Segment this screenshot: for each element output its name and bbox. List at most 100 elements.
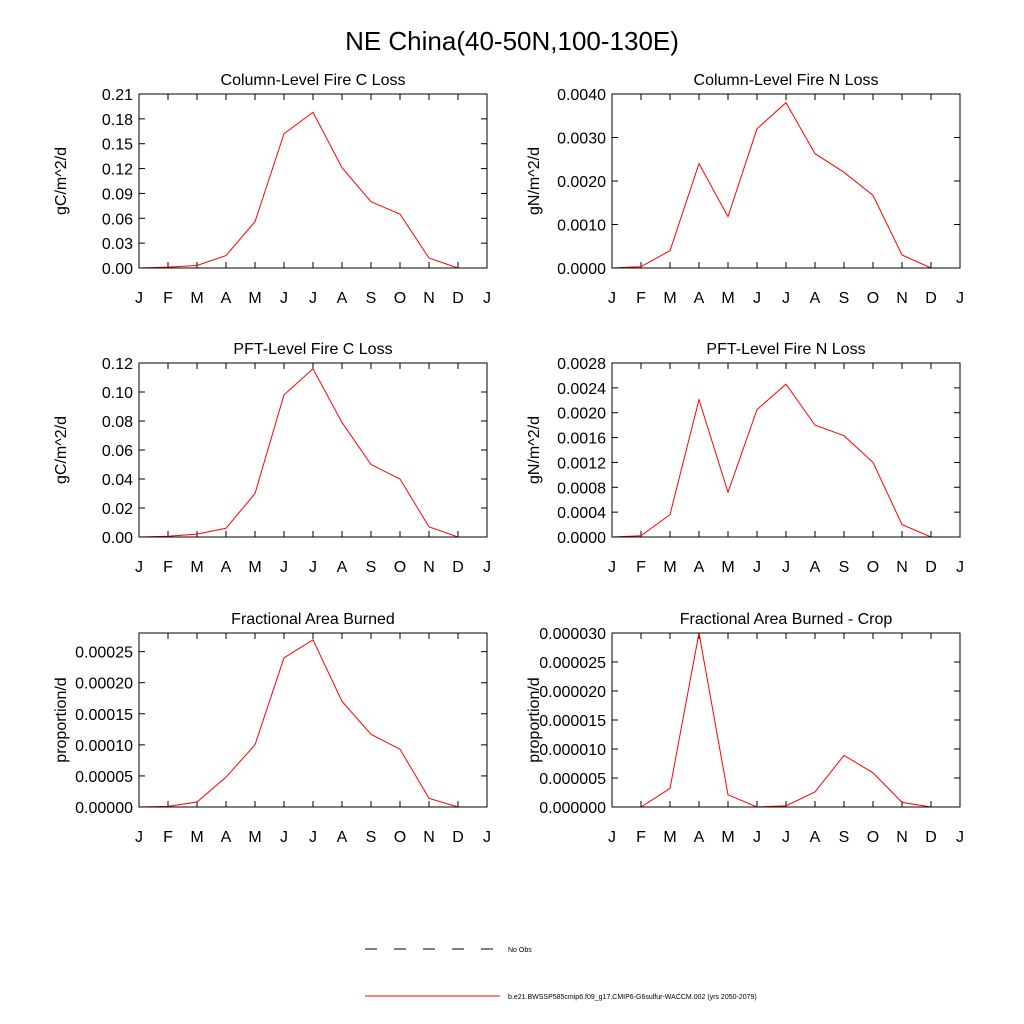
y-tick-label: 0.04 xyxy=(102,472,133,489)
y-tick-label: 0.0010 xyxy=(557,218,606,235)
data-line xyxy=(612,632,960,808)
x-tick-label: J xyxy=(608,290,616,307)
x-tick-label: N xyxy=(423,829,435,846)
x-tick-label: M xyxy=(721,559,734,576)
y-tick-label: 0.08 xyxy=(102,414,133,431)
x-tick-label: N xyxy=(896,559,908,576)
x-tick-label: J xyxy=(782,559,790,576)
y-tick-label: 0.000020 xyxy=(539,684,606,701)
x-tick-label: A xyxy=(694,829,705,846)
x-tick-label: A xyxy=(337,559,348,576)
panel-title: PFT-Level Fire N Loss xyxy=(706,341,865,358)
x-tick-label: M xyxy=(248,829,261,846)
y-tick-label: 0.000000 xyxy=(539,800,606,817)
y-tick-label: 0.21 xyxy=(102,87,133,104)
x-tick-label: J xyxy=(753,559,761,576)
plot-frame xyxy=(138,93,488,269)
x-tick-label: J xyxy=(309,829,317,846)
y-tick-label: 0.00020 xyxy=(75,676,133,693)
legend-label: No Obs xyxy=(508,947,532,954)
x-tick-label: A xyxy=(810,829,821,846)
y-axis-label: proportion/d xyxy=(53,677,70,762)
panel-title: Fractional Area Burned - Crop xyxy=(680,611,893,628)
y-tick-label: 0.0028 xyxy=(557,356,606,373)
plot-frame xyxy=(611,93,961,269)
figure-title: NE China(40-50N,100-130E) xyxy=(345,26,679,56)
y-tick-label: 0.12 xyxy=(102,356,133,373)
x-tick-label: M xyxy=(248,290,261,307)
y-axis-label: gN/m^2/d xyxy=(526,147,543,215)
y-tick-label: 0.00015 xyxy=(75,707,133,724)
x-tick-label: F xyxy=(163,559,173,576)
y-tick-label: 0.00 xyxy=(102,530,133,547)
x-tick-label: D xyxy=(452,290,464,307)
x-tick-label: J xyxy=(956,290,964,307)
y-tick-label: 0.000015 xyxy=(539,713,606,730)
y-tick-label: 0.0030 xyxy=(557,131,606,148)
x-tick-label: J xyxy=(483,559,491,576)
y-tick-label: 0.0012 xyxy=(557,455,606,472)
x-tick-label: A xyxy=(221,829,232,846)
x-tick-label: F xyxy=(163,290,173,307)
y-tick-label: 0.0024 xyxy=(557,381,606,398)
x-tick-label: N xyxy=(423,290,435,307)
y-tick-label: 0.0000 xyxy=(557,261,606,278)
x-tick-label: A xyxy=(337,829,348,846)
y-tick-label: 0.00 xyxy=(102,261,133,278)
y-tick-label: 0.0020 xyxy=(557,406,606,423)
y-axis-label: gC/m^2/d xyxy=(53,147,70,215)
x-tick-label: O xyxy=(394,290,406,307)
x-tick-label: D xyxy=(452,559,464,576)
x-tick-label: N xyxy=(896,829,908,846)
data-line xyxy=(138,639,487,808)
x-tick-label: M xyxy=(721,829,734,846)
x-tick-label: A xyxy=(221,290,232,307)
x-tick-label: O xyxy=(867,290,879,307)
y-tick-label: 0.0016 xyxy=(557,431,606,448)
panel-title: Column-Level Fire N Loss xyxy=(694,72,879,89)
x-tick-label: D xyxy=(452,829,464,846)
x-tick-label: J xyxy=(135,829,143,846)
x-tick-label: S xyxy=(839,559,850,576)
data-line xyxy=(138,111,487,269)
y-tick-label: 0.0040 xyxy=(557,87,606,104)
x-tick-label: D xyxy=(925,290,937,307)
x-tick-label: J xyxy=(753,290,761,307)
x-tick-label: F xyxy=(636,559,646,576)
x-tick-label: M xyxy=(190,290,203,307)
x-tick-label: F xyxy=(636,290,646,307)
x-tick-label: S xyxy=(839,290,850,307)
y-tick-label: 0.000010 xyxy=(539,742,606,759)
plot-frame xyxy=(611,362,961,538)
x-tick-label: S xyxy=(366,290,377,307)
x-tick-label: F xyxy=(163,829,173,846)
y-tick-label: 0.00005 xyxy=(75,769,133,786)
y-tick-label: 0.000025 xyxy=(539,655,606,672)
data-line xyxy=(611,383,960,538)
legend-label: b.e21.BWSSP585cmip6.f09_g17.CMIP6-G6sulf… xyxy=(508,994,757,1001)
y-tick-label: 0.0000 xyxy=(557,530,606,547)
x-tick-label: S xyxy=(839,829,850,846)
plot-frame xyxy=(138,362,488,538)
x-tick-label: M xyxy=(663,290,676,307)
x-tick-label: J xyxy=(956,829,964,846)
y-tick-label: 0.06 xyxy=(102,443,133,460)
y-tick-label: 0.15 xyxy=(102,137,133,154)
x-tick-label: A xyxy=(694,290,705,307)
x-tick-label: D xyxy=(925,559,937,576)
plot-frame xyxy=(611,632,961,808)
x-tick-label: A xyxy=(694,559,705,576)
data-line xyxy=(611,101,960,269)
x-tick-label: S xyxy=(366,559,377,576)
y-axis-label: gN/m^2/d xyxy=(526,416,543,484)
x-tick-label: N xyxy=(423,559,435,576)
panel-title: PFT-Level Fire C Loss xyxy=(233,341,392,358)
x-tick-label: S xyxy=(366,829,377,846)
y-tick-label: 0.00000 xyxy=(75,800,133,817)
y-axis-label: gC/m^2/d xyxy=(53,416,70,484)
y-tick-label: 0.0020 xyxy=(557,174,606,191)
x-tick-label: J xyxy=(483,829,491,846)
x-tick-label: J xyxy=(280,559,288,576)
